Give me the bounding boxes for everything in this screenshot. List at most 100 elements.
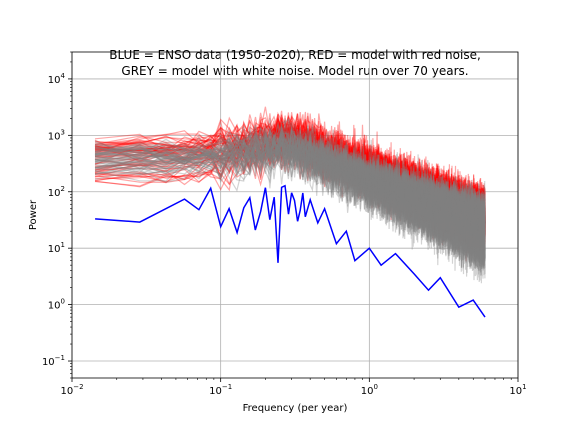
white-noise-member-line [94, 135, 486, 257]
x-axis-label: Frequency (per year) [243, 403, 348, 414]
chart-title-line-1: BLUE = ENSO data (1950-2020), RED = mode… [109, 48, 481, 62]
white-noise-member-line [94, 129, 486, 266]
white-noise-member-line [94, 124, 486, 242]
white-noise-member-line [94, 122, 486, 237]
white-noise-member-line [94, 132, 486, 240]
red-noise-member-line [94, 114, 486, 236]
white-noise-member-line [94, 130, 486, 265]
white-noise-member-line [94, 128, 486, 267]
red-noise-member-line [94, 113, 486, 247]
white-noise-member-line [94, 124, 486, 250]
red-noise-member-line [94, 118, 486, 247]
white-noise-member-line [94, 131, 486, 255]
red-noise-member-line [94, 116, 486, 246]
white-noise-member-line [94, 139, 486, 252]
white-noise-member-line [94, 126, 486, 242]
white-noise-member-line [94, 122, 486, 244]
white-noise-member-line [94, 128, 486, 246]
x-tick-label: 10−1 [209, 383, 232, 397]
white-noise-member-line [94, 129, 486, 261]
white-noise-member-line [94, 137, 486, 259]
red-noise-member-line [94, 117, 486, 240]
red-noise-member-line [94, 117, 486, 242]
red-noise-member-line [94, 119, 486, 239]
white-noise-member-line [94, 125, 486, 249]
red-noise-member-line [94, 117, 486, 230]
white-noise-member-line [94, 130, 486, 249]
red-noise-member-line [94, 124, 486, 245]
red-noise-member-line [94, 110, 486, 244]
red-noise-member-line [94, 114, 486, 266]
red-noise-member-line [94, 118, 486, 247]
white-noise-member-line [94, 130, 486, 279]
white-noise-member-line [94, 136, 486, 284]
white-noise-member-line [94, 125, 486, 250]
red-noise-member-line [94, 124, 486, 233]
white-noise-member-line [94, 133, 486, 248]
red-noise-member-line [94, 120, 486, 242]
red-noise-member-line [94, 127, 486, 254]
red-noise-member-line [94, 114, 486, 244]
red-noise-member-line [94, 115, 486, 254]
white-noise-member-line [94, 130, 486, 242]
white-noise-member-line [94, 118, 486, 270]
red-noise-member-line [94, 112, 486, 239]
white-noise-member-line [94, 135, 486, 250]
red-noise-member-line [94, 118, 486, 257]
red-noise-member-line [94, 123, 486, 234]
red-noise-member-line [94, 112, 486, 241]
red-noise-member-line [94, 114, 486, 245]
white-noise-member-line [94, 118, 486, 256]
red-noise-member-line [94, 122, 486, 238]
y-axis-label: Power [28, 199, 39, 230]
enso-data-series [95, 184, 486, 318]
axes-frame [71, 51, 519, 379]
white-noise-ensemble [94, 117, 486, 284]
y-tick-label: 103 [48, 128, 65, 142]
red-noise-member-line [94, 120, 486, 249]
white-noise-member-line [94, 132, 486, 272]
white-noise-member-line [94, 130, 486, 255]
white-noise-member-line [94, 132, 486, 273]
enso-data-line [95, 184, 486, 318]
white-noise-member-line [94, 129, 486, 243]
white-noise-member-line [94, 130, 486, 248]
red-noise-member-line [94, 118, 486, 243]
white-noise-member-line [94, 130, 486, 248]
y-tick-label: 102 [48, 185, 65, 199]
red-noise-member-line [94, 131, 486, 239]
white-noise-member-line [94, 134, 486, 281]
red-noise-member-line [94, 113, 486, 231]
chart-title-line-2: GREY = model with white noise. Model run… [121, 64, 468, 78]
red-noise-member-line [94, 122, 486, 246]
red-noise-member-line [94, 124, 486, 260]
y-tick-label: 100 [48, 298, 65, 312]
x-tick-label: 100 [361, 383, 378, 397]
red-noise-member-line [94, 131, 486, 257]
y-tick-label: 10−1 [42, 354, 65, 368]
red-noise-member-line [94, 118, 486, 237]
white-noise-member-line [94, 128, 486, 261]
red-noise-member-line [94, 121, 486, 251]
red-noise-member-line [94, 124, 486, 242]
white-noise-member-line [94, 126, 486, 245]
white-noise-member-line [94, 132, 486, 258]
white-noise-member-line [94, 132, 486, 261]
red-noise-member-line [94, 127, 486, 241]
white-noise-member-line [94, 130, 486, 261]
red-noise-member-line [94, 114, 486, 241]
red-noise-member-line [94, 121, 486, 238]
white-noise-member-line [94, 140, 486, 241]
white-noise-member-line [94, 117, 486, 262]
red-noise-member-line [94, 114, 486, 237]
white-noise-member-line [94, 123, 486, 243]
white-noise-member-line [94, 133, 486, 251]
red-noise-member-line [94, 113, 486, 234]
red-noise-member-line [94, 113, 486, 242]
white-noise-member-line [94, 136, 486, 281]
red-noise-member-line [94, 112, 486, 236]
y-tick-label: 104 [48, 72, 66, 86]
red-noise-member-line [94, 112, 486, 234]
x-tick-label: 10−2 [60, 383, 83, 397]
